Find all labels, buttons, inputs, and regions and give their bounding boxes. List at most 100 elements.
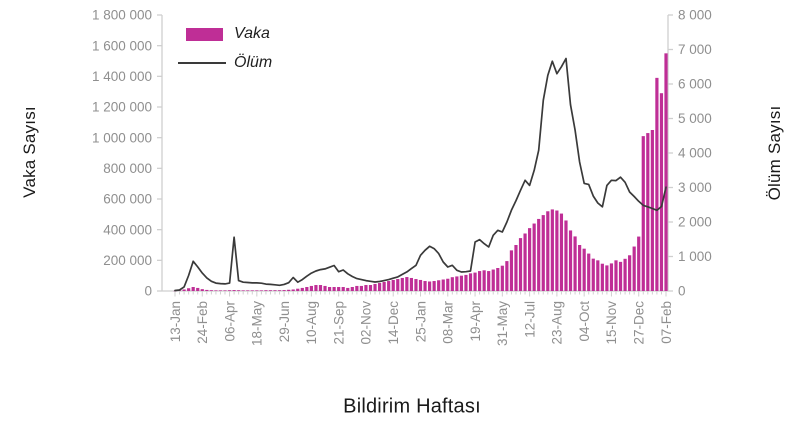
case-bar xyxy=(582,248,586,291)
x-tick-label: 24-Feb xyxy=(195,301,210,344)
case-bar xyxy=(277,290,282,291)
left-tick-label: 400 000 xyxy=(103,222,152,237)
case-bar xyxy=(205,289,209,291)
x-tick-label: 25-Jan xyxy=(413,301,428,342)
case-bar xyxy=(650,130,654,291)
case-bar xyxy=(596,260,600,291)
olum-line-swatch-icon xyxy=(178,61,226,65)
right-tick-label: 4 000 xyxy=(678,146,712,161)
right-tick-label: 3 000 xyxy=(678,180,712,195)
left-tick-label: 600 000 xyxy=(103,192,152,207)
case-bar xyxy=(241,290,245,291)
case-bar xyxy=(441,279,445,291)
x-tick-label: 15-Nov xyxy=(604,301,619,345)
case-bar xyxy=(355,285,359,291)
case-bar xyxy=(314,285,318,291)
x-tick-label: 14-Dec xyxy=(386,301,401,345)
x-tick-label: 04-Oct xyxy=(577,301,592,342)
case-bar xyxy=(628,255,632,291)
vaka-bar-swatch-icon xyxy=(186,27,223,41)
case-bar xyxy=(187,288,191,291)
case-bar xyxy=(268,290,273,291)
case-bar xyxy=(591,258,595,291)
case-bar xyxy=(528,228,532,291)
case-bar xyxy=(473,272,477,291)
case-bar xyxy=(359,285,363,291)
case-bar xyxy=(223,290,227,291)
case-bar xyxy=(423,281,427,291)
case-bar xyxy=(364,285,368,291)
case-bar xyxy=(478,271,482,291)
right-tick-label: 0 xyxy=(678,284,686,299)
case-bar xyxy=(227,290,232,291)
case-bar xyxy=(396,279,400,291)
x-tick-label: 27-Dec xyxy=(632,301,647,345)
x-tick-label: 02-Nov xyxy=(359,301,374,345)
case-bar xyxy=(450,277,454,291)
case-bar xyxy=(296,288,300,291)
case-bar xyxy=(259,290,263,291)
case-bar xyxy=(391,279,395,291)
case-bar xyxy=(464,274,468,291)
x-tick-label: 08-Mar xyxy=(441,301,456,344)
right-tick-label: 7 000 xyxy=(678,42,712,57)
x-tick-label: 23-Aug xyxy=(550,301,565,345)
case-bar xyxy=(518,238,523,291)
case-bar xyxy=(327,287,332,291)
case-bar xyxy=(373,283,377,291)
x-tick-label: 29-Jun xyxy=(277,301,292,342)
case-bar xyxy=(437,280,441,291)
case-bar xyxy=(305,287,309,291)
case-bar xyxy=(568,230,573,291)
x-tick-label: 18-May xyxy=(250,301,265,346)
left-y-axis: 0 200 000 400 000 600 000 800 000 1 000 000 1 … xyxy=(92,8,162,299)
case-bar xyxy=(455,276,459,291)
left-tick-label: 1 400 000 xyxy=(92,69,152,84)
case-bar xyxy=(500,265,504,291)
left-tick-label: 200 000 xyxy=(103,253,152,268)
x-tick-label: 10-Aug xyxy=(304,301,319,345)
case-bar xyxy=(346,287,350,291)
case-bar xyxy=(405,277,409,291)
right-tick-label: 1 000 xyxy=(678,249,712,264)
x-tick-label: 06-Apr xyxy=(222,301,237,342)
case-bar xyxy=(659,93,664,291)
legend-item-olum: Ölüm xyxy=(178,53,272,73)
left-tick-label: 1 800 000 xyxy=(92,8,152,23)
case-bar xyxy=(546,211,550,291)
case-bar xyxy=(382,281,386,291)
case-bar xyxy=(264,290,268,291)
case-bar xyxy=(350,287,354,291)
case-bar xyxy=(468,273,473,291)
case-bar xyxy=(309,285,313,291)
case-bar xyxy=(482,270,486,291)
x-tick-label: 13-Jan xyxy=(168,301,183,342)
case-bar xyxy=(400,277,404,291)
case-bar xyxy=(232,290,236,291)
case-bar xyxy=(564,220,568,291)
case-bar xyxy=(491,269,495,291)
case-bar xyxy=(618,261,623,291)
case-bar xyxy=(509,250,514,291)
case-bar xyxy=(368,285,373,291)
case-bar xyxy=(418,279,423,291)
case-bar xyxy=(218,290,223,291)
case-bar xyxy=(191,287,195,291)
case-bar xyxy=(641,136,645,291)
case-bar xyxy=(300,287,304,291)
case-bar xyxy=(578,245,582,291)
x-tick-label: 31-May xyxy=(495,301,510,346)
right-tick-label: 5 000 xyxy=(678,111,712,126)
case-bar xyxy=(459,275,464,291)
case-bar xyxy=(291,289,295,291)
case-bar xyxy=(377,283,382,291)
case-bar xyxy=(409,277,414,291)
case-bar xyxy=(587,253,591,291)
case-bar xyxy=(446,278,450,291)
case-bar xyxy=(182,289,186,291)
case-bar xyxy=(255,290,259,291)
left-tick-label: 0 xyxy=(144,284,152,299)
right-tick-label: 2 000 xyxy=(678,215,712,230)
case-bar xyxy=(614,260,618,291)
case-bar xyxy=(514,245,518,291)
